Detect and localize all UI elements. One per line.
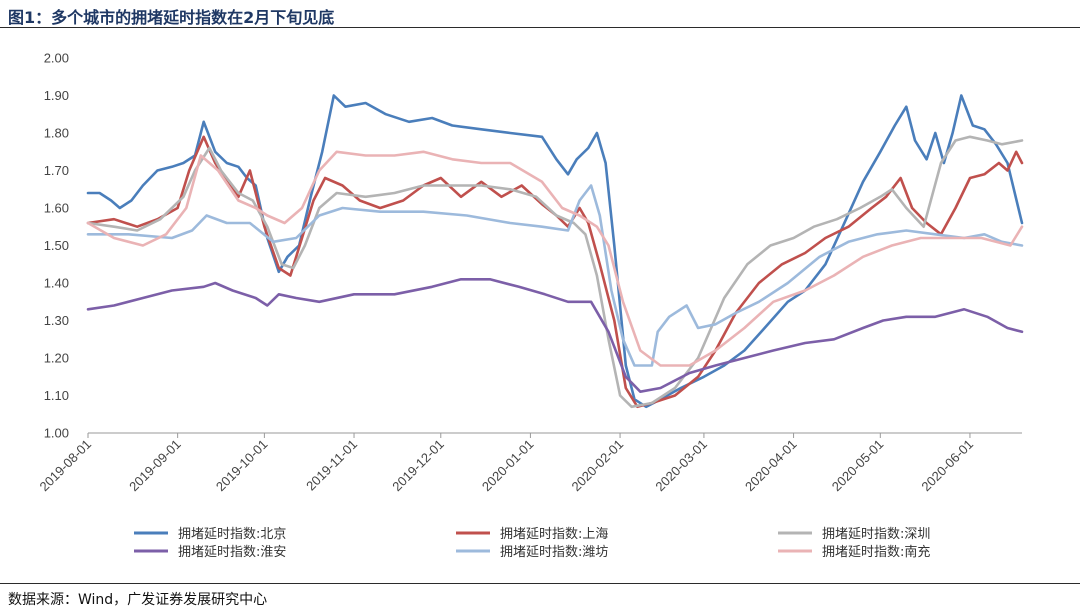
x-tick-label: 2019-10-01 <box>213 437 271 495</box>
x-tick-label: 2020-03-01 <box>652 437 710 495</box>
x-tick-label: 2020-04-01 <box>742 437 800 495</box>
y-tick-label: 1.60 <box>44 201 69 216</box>
y-tick-label: 1.00 <box>44 426 69 441</box>
source-divider <box>0 583 1080 584</box>
y-tick-label: 1.90 <box>44 88 69 103</box>
y-tick-label: 1.70 <box>44 163 69 178</box>
series-line <box>86 94 1024 409</box>
title-divider <box>0 27 1080 28</box>
series-line <box>86 135 1024 409</box>
x-axis: 2019-08-01 2019-09-01 2019-10-01 2019-11-01… <box>36 432 1022 495</box>
line-chart: 1.00 1.10 1.20 1.30 1.40 1.50 1.60 1.70 1.80 1.90… <box>36 51 1024 560</box>
y-tick-label: 1.80 <box>44 126 69 141</box>
legend-label: 拥堵延时指数:上海 <box>500 527 608 542</box>
x-tick-label: 2019-09-01 <box>126 437 184 495</box>
series-lines <box>86 94 1024 409</box>
y-tick-label: 1.10 <box>44 388 69 403</box>
x-tick-label: 2019-08-01 <box>36 437 94 495</box>
y-tick-label: 2.00 <box>44 51 69 66</box>
y-tick-label: 1.30 <box>44 313 69 328</box>
x-tick-label: 2020-01-01 <box>479 437 537 495</box>
y-tick-label: 1.50 <box>44 238 69 253</box>
x-tick-label: 2019-12-01 <box>389 437 447 495</box>
source-note: 数据来源：Wind，广发证券发展研究中心 <box>8 592 268 608</box>
x-tick-label: 2020-02-01 <box>569 437 627 495</box>
legend-label: 拥堵延时指数:淮安 <box>178 545 286 560</box>
series-line <box>86 150 1024 367</box>
x-tick-label: 2020-06-01 <box>918 437 976 495</box>
x-tick-label: 2020-05-01 <box>829 437 887 495</box>
legend-label: 拥堵延时指数:深圳 <box>822 527 930 542</box>
series-line <box>86 184 1024 367</box>
y-tick-label: 1.20 <box>44 351 69 366</box>
legend-label: 拥堵延时指数:北京 <box>178 527 286 542</box>
legend-label: 拥堵延时指数:潍坊 <box>500 545 608 560</box>
x-tick-label: 2019-11-01 <box>303 437 360 494</box>
y-axis: 1.00 1.10 1.20 1.30 1.40 1.50 1.60 1.70 1.80 1.90… <box>44 51 69 441</box>
series-line <box>86 135 1024 409</box>
series-line <box>86 278 1024 393</box>
chart-title: 图1：多个城市的拥堵延时指数在2月下旬见底 <box>8 8 335 27</box>
y-tick-label: 1.40 <box>44 276 69 291</box>
legend-label: 拥堵延时指数:南充 <box>822 544 930 560</box>
